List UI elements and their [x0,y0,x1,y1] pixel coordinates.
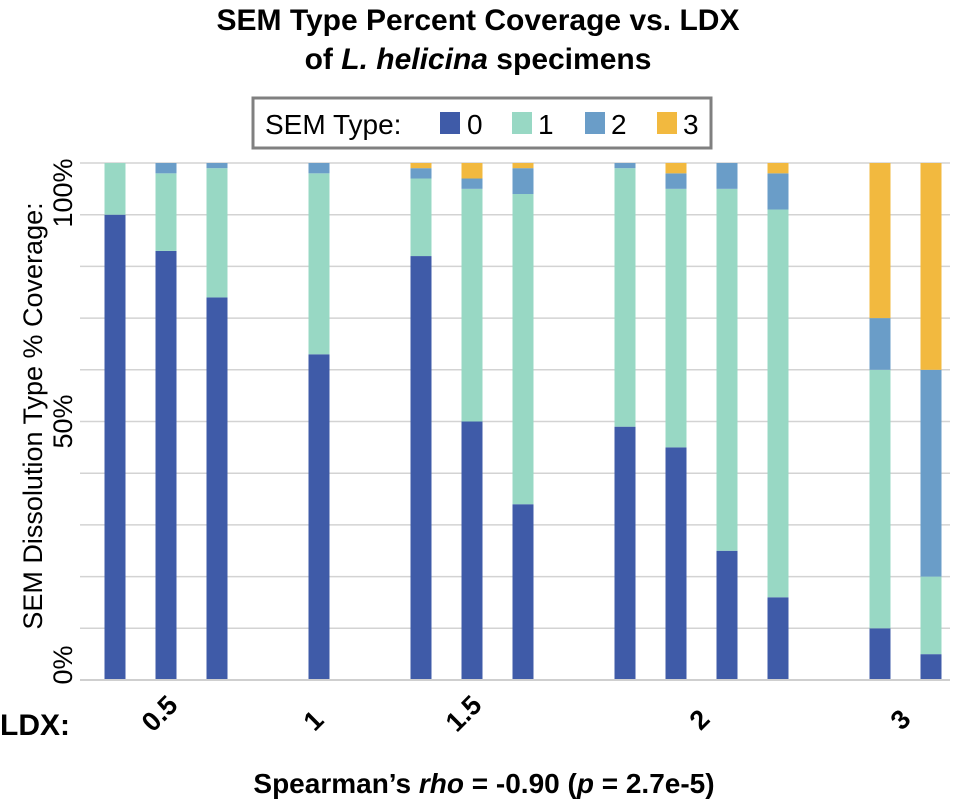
bar-specimen-11-type-0 [767,597,789,680]
bar-specimen-9-type-2 [665,173,687,189]
bar-specimen-8-type-1 [614,168,636,427]
legend-box [251,96,713,150]
chart-title-line-2: of L. helicina specimens [305,43,652,76]
bar-specimen-13-type-1 [920,576,942,655]
bar-specimen-13-type-3 [920,163,942,370]
bar-specimen-11-type-2 [767,173,789,210]
bar-specimen-10-type-1 [716,188,738,551]
legend-swatch-3 [657,112,677,134]
bar-specimen-11-type-3 [767,163,789,174]
bar-specimen-1-type-1 [104,163,126,215]
x-tick-label-0.5: 0.5 [136,690,184,738]
spearman-annotation: Spearman’s rho = -0.90 (p = 2.7e-5) [253,768,714,799]
bar-specimen-12-type-3 [869,163,891,319]
x-axis-label: LDX: [0,709,70,742]
bar-specimen-4-type-0 [308,354,330,680]
chart-title-species: L. helicina [341,43,488,76]
bar-specimen-6-type-1 [461,188,483,422]
bar-specimen-4-type-2 [308,163,330,174]
bar-specimen-5-type-0 [410,256,432,680]
bar-specimen-5-type-1 [410,178,432,257]
bar-specimen-6-type-2 [461,178,483,189]
annotation-prefix: Spearman’s [253,768,418,799]
bar-specimen-9-type-3 [665,163,687,174]
x-tick-label-2: 2 [684,704,716,736]
legend-swatch-1 [512,112,532,134]
x-tick-label-1: 1 [298,705,330,737]
bar-specimen-7-type-2 [512,168,534,195]
bar-specimen-3-type-0 [206,297,228,680]
bar-specimen-6-type-0 [461,421,483,680]
bar-specimen-5-type-2 [410,168,432,179]
bars [104,163,942,680]
bar-specimen-10-type-2 [716,163,738,189]
bar-specimen-2-type-0 [155,250,177,680]
y-tick-label-0: 0% [48,645,78,684]
bar-specimen-9-type-1 [665,188,687,448]
bar-specimen-3-type-1 [206,168,228,298]
bar-specimen-12-type-2 [869,318,891,370]
bar-specimen-12-type-1 [869,369,891,629]
chart-title-line-1: SEM Type Percent Coverage vs. LDX [217,4,740,37]
bar-specimen-12-type-0 [869,628,891,680]
legend-label-3: 3 [683,109,699,140]
y-tick-label-100: 100% [48,158,78,227]
bar-specimen-1-type-0 [104,214,126,680]
annotation-suffix: = 2.7e-5) [594,768,715,799]
y-axis-label: SEM Dissolution Type % Coverage: [18,202,48,629]
bar-specimen-2-type-2 [155,163,177,174]
annotation-p: p [576,768,594,799]
legend-label-0: 0 [467,109,483,140]
legend-label-2: 2 [611,109,627,140]
bar-specimen-5-type-3 [410,163,432,169]
bar-specimen-11-type-1 [767,209,789,598]
bar-specimen-4-type-1 [308,173,330,355]
bar-specimen-13-type-2 [920,369,942,577]
legend: SEM Type: 0 1 2 3 [251,96,713,150]
legend-swatch-2 [585,112,605,134]
y-tick-label-50: 50% [48,394,78,448]
bar-specimen-7-type-3 [512,163,534,169]
x-tick-label-1.5: 1.5 [440,690,488,738]
bar-specimen-10-type-0 [716,550,738,680]
bar-specimen-6-type-3 [461,163,483,179]
annotation-rho: rho [419,768,464,799]
x-tick-label-3: 3 [885,704,917,736]
bar-specimen-3-type-2 [206,163,228,169]
legend-swatch-0 [440,112,460,134]
chart-title-prefix: of [305,43,342,76]
bar-specimen-8-type-0 [614,426,636,680]
bar-specimen-8-type-2 [614,163,636,169]
chart-title-suffix: specimens [488,43,651,76]
legend-label-1: 1 [538,109,554,140]
bar-specimen-13-type-0 [920,654,942,680]
bar-specimen-2-type-1 [155,173,177,251]
legend-title: SEM Type: [265,109,401,140]
bar-specimen-9-type-0 [665,447,687,680]
bar-specimen-7-type-1 [512,194,534,505]
bar-specimen-7-type-0 [512,504,534,680]
annotation-middle: = -0.90 ( [464,768,578,799]
